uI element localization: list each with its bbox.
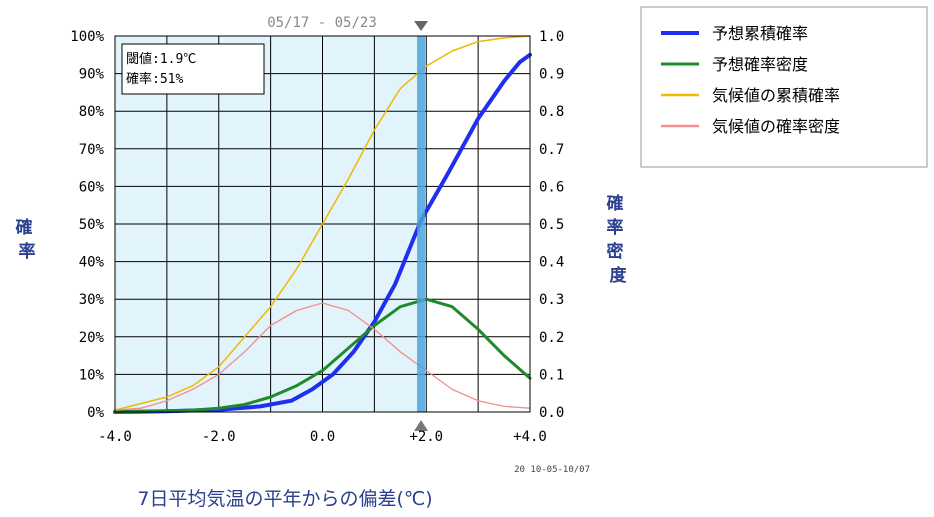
- x-axis-title: 7日平均気温の平年からの偏差(℃): [137, 488, 432, 510]
- y-right-label-char-4: 度: [610, 265, 628, 286]
- y-left-tick-label: 100%: [70, 29, 104, 45]
- y-left-tick-label: 0%: [87, 405, 104, 421]
- y-left-tick-label: 80%: [79, 104, 105, 120]
- series-line-1: [113, 52, 532, 414]
- info-probability: 確率:51%: [126, 71, 183, 87]
- x-tick-label: -2.0: [202, 429, 236, 445]
- right-tick-labels: 0.0 0.1 0.2 0.3 0.4 0.5 0.6 0.7 0.8 0.9 1.0: [539, 29, 564, 421]
- grid: [115, 36, 530, 412]
- y-left-tick-label: 10%: [79, 367, 105, 383]
- y-left-tick-label: 70%: [79, 142, 105, 158]
- y-right-tick-label: 1.0: [539, 29, 564, 45]
- y-left-label-char-2: 率: [19, 241, 36, 262]
- y-right-tick-label: 0.5: [539, 217, 564, 233]
- y-right-tick-label: 0.1: [539, 367, 564, 383]
- y-left-tick-label: 50%: [79, 217, 105, 233]
- x-tick-label: +2.0: [409, 429, 443, 445]
- y-left-label: 確 率: [16, 217, 39, 262]
- y-left-tick-label: 30%: [79, 292, 105, 308]
- y-right-tick-label: 0.2: [539, 330, 564, 346]
- x-tick-label: -4.0: [98, 429, 132, 445]
- series-layer: [113, 35, 532, 414]
- y-right-label-char-3: 密: [607, 241, 624, 262]
- series-line-3: [114, 35, 531, 411]
- period-label: 05/17 - 05/23: [267, 15, 377, 31]
- y-right-tick-label: 0.7: [539, 142, 564, 158]
- info-box: 閾値:1.9℃ 確率:51%: [121, 43, 265, 95]
- series-line-2: [113, 297, 532, 414]
- y-right-label-char-1: 確: [607, 193, 624, 214]
- x-tick-labels: -4.0 -2.0 0.0 +2.0 +4.0: [98, 429, 547, 445]
- legend-label: 気候値の累積確率: [712, 86, 840, 105]
- y-left-tick-label: 20%: [79, 330, 105, 346]
- timestamp: 20 10-05-10/07: [514, 465, 590, 475]
- series-line-4: [114, 302, 531, 411]
- plot-frame: [114, 35, 531, 413]
- y-right-tick-label: 0.9: [539, 67, 564, 83]
- y-right-tick-label: 0.4: [539, 255, 564, 271]
- y-left-tick-label: 60%: [79, 179, 105, 195]
- y-right-tick-label: 0.8: [539, 104, 564, 120]
- x-tick-label: 0.0: [310, 429, 335, 445]
- y-right-tick-label: 0.6: [539, 179, 564, 195]
- y-left-label-char-1: 確: [16, 217, 33, 238]
- y-right-label: 確 率 密 度: [607, 193, 630, 286]
- legend-label: 気候値の確率密度: [712, 117, 840, 136]
- threshold-marker: [417, 36, 426, 412]
- y-right-tick-label: 0.0: [539, 405, 564, 421]
- info-threshold: 閾値:1.9℃: [126, 51, 196, 67]
- left-tick-labels: 0% 10% 20% 30% 40% 50% 60% 70% 80% 90% 100%: [70, 29, 104, 421]
- info-box-frame: [121, 43, 265, 95]
- y-left-tick-label: 40%: [79, 255, 105, 271]
- y-right-label-char-2: 率: [607, 217, 624, 238]
- y-left-tick-label: 90%: [79, 67, 105, 83]
- y-right-tick-label: 0.3: [539, 292, 564, 308]
- threshold-triangle-top-icon: [414, 21, 429, 31]
- x-tick-label: +4.0: [513, 429, 547, 445]
- legend-label: 予想確率密度: [712, 55, 808, 74]
- threshold-triangle-bottom-icon: [414, 420, 429, 431]
- legend-label: 予想累積確率: [712, 24, 808, 43]
